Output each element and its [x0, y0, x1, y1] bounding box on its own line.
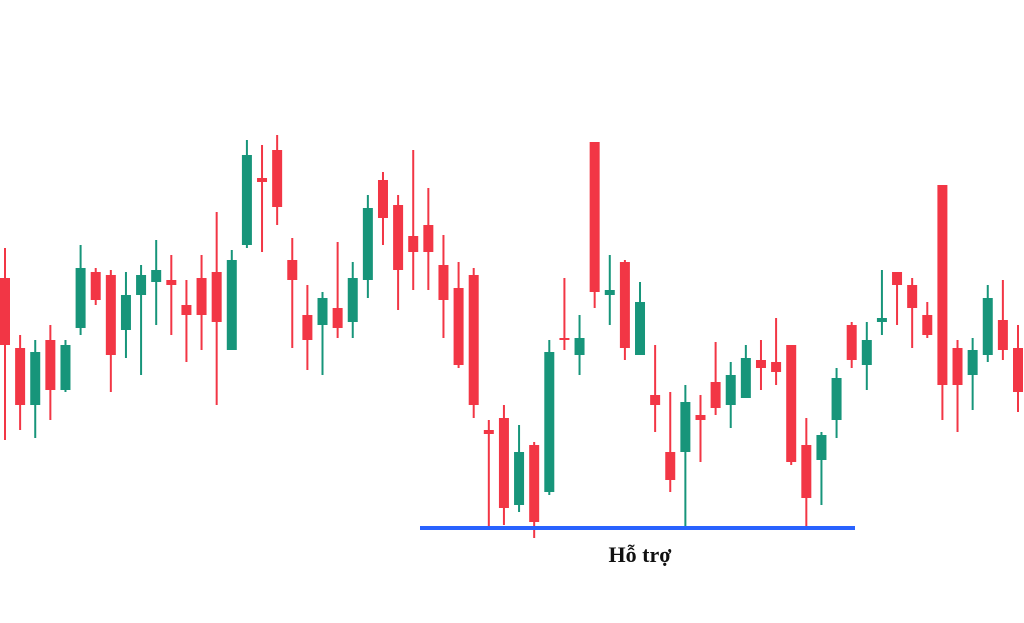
candle-body — [876, 318, 887, 322]
candle-body — [317, 298, 328, 325]
candle-body — [907, 285, 918, 308]
candle-body — [166, 280, 177, 285]
candle-body — [589, 142, 600, 292]
candle-body — [15, 348, 26, 405]
candle-body — [332, 308, 343, 328]
candle-body — [287, 260, 298, 280]
candle-body — [483, 430, 494, 434]
candle-body — [241, 155, 252, 245]
candle-body — [650, 395, 661, 405]
candle-body — [75, 268, 86, 328]
support-label: Hỗ trợ — [609, 542, 673, 567]
candle-body — [393, 205, 404, 270]
candle-body — [136, 275, 147, 295]
candle-body — [892, 272, 903, 285]
candle-body — [423, 225, 434, 252]
candle-body — [997, 320, 1008, 350]
candle-body — [196, 278, 207, 315]
candle-body — [665, 452, 676, 480]
candle-body — [861, 340, 872, 365]
candle-body — [695, 415, 706, 420]
candle-body — [635, 302, 646, 355]
candle-body — [120, 295, 131, 330]
candle-body — [272, 150, 283, 207]
candle-body — [710, 382, 721, 408]
candle-body — [1013, 348, 1023, 392]
candle-body — [831, 378, 842, 420]
candle-body — [937, 185, 948, 385]
candle-body — [801, 445, 812, 498]
candle-body — [453, 288, 464, 365]
candle-body — [408, 236, 419, 252]
candle-body — [619, 262, 630, 348]
candle-body — [952, 348, 963, 385]
candle-body — [786, 345, 797, 462]
candle-body — [211, 272, 222, 322]
candle-body — [982, 298, 993, 355]
candle-body — [816, 435, 827, 460]
candle-body — [574, 338, 585, 355]
candle-body — [771, 362, 782, 372]
candle-body — [181, 305, 192, 315]
candle-body — [559, 338, 570, 340]
candle-body — [544, 352, 555, 492]
candle-body — [90, 272, 101, 300]
candles — [0, 135, 1023, 538]
candle-body — [529, 445, 540, 522]
candle-body — [347, 278, 358, 322]
candle-body — [967, 350, 978, 375]
candle-body — [438, 265, 449, 300]
candle-body — [468, 275, 479, 405]
candle-body — [755, 360, 766, 368]
candle-body — [725, 375, 736, 405]
candle-body — [60, 345, 71, 390]
candle-body — [922, 315, 933, 335]
candle-body — [0, 278, 10, 345]
candle-body — [498, 418, 509, 508]
candle-body — [30, 352, 41, 405]
candle-body — [362, 208, 373, 280]
candle-body — [604, 290, 615, 295]
candle-body — [680, 402, 691, 452]
candle-body — [514, 452, 525, 505]
candle-body — [45, 340, 56, 390]
candle-body — [257, 178, 268, 182]
candle-body — [151, 270, 162, 282]
candle-body — [377, 180, 388, 218]
candle-body — [226, 260, 237, 350]
candle-body — [740, 358, 751, 398]
candle-body — [105, 275, 116, 355]
candle-body — [302, 315, 313, 340]
candle-body — [846, 325, 857, 360]
